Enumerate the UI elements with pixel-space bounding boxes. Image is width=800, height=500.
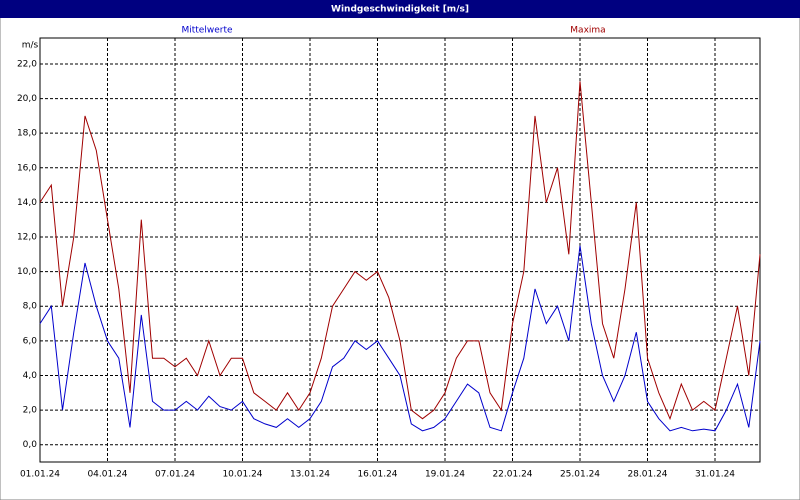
y-tick-label: 22,0	[17, 59, 37, 69]
data-line	[39, 81, 761, 421]
x-tick-label: 10.01.24	[222, 470, 262, 480]
y-tick-label: 12,0	[17, 233, 37, 243]
y-tick-label: 2,0	[23, 406, 38, 416]
y-tick-label: 6,0	[23, 336, 38, 346]
x-tick-label: 31.01.24	[695, 470, 735, 480]
y-tick-label: 18,0	[17, 129, 37, 139]
x-tick-label: 07.01.24	[155, 470, 195, 480]
y-tick-label: 20,0	[17, 94, 37, 104]
x-tick-label: 13.01.24	[290, 470, 330, 480]
data-line	[39, 245, 761, 432]
chart-title: Windgeschwindigkeit [m/s]	[331, 5, 469, 15]
y-axis-label: m/s	[22, 41, 39, 51]
x-tick-label: 25.01.24	[560, 470, 600, 480]
y-tick-label: 0,0	[23, 440, 38, 450]
y-tick-label: 4,0	[23, 371, 38, 381]
x-tick-label: 04.01.24	[87, 470, 127, 480]
y-tick-label: 16,0	[17, 163, 37, 173]
legend-label: Mittelwerte	[181, 26, 232, 36]
plot-area	[39, 37, 761, 463]
x-tick-label: 19.01.24	[425, 470, 465, 480]
x-tick-label: 01.01.24	[20, 470, 60, 480]
x-tick-label: 16.01.24	[357, 470, 397, 480]
x-tick-label: 22.01.24	[492, 470, 532, 480]
legend-label: Maxima	[570, 26, 605, 36]
y-tick-label: 10,0	[17, 267, 37, 277]
y-tick-label: 14,0	[17, 198, 37, 208]
y-tick-label: 8,0	[23, 302, 38, 312]
x-tick-label: 28.01.24	[627, 470, 667, 480]
title-bar	[0, 0, 800, 18]
